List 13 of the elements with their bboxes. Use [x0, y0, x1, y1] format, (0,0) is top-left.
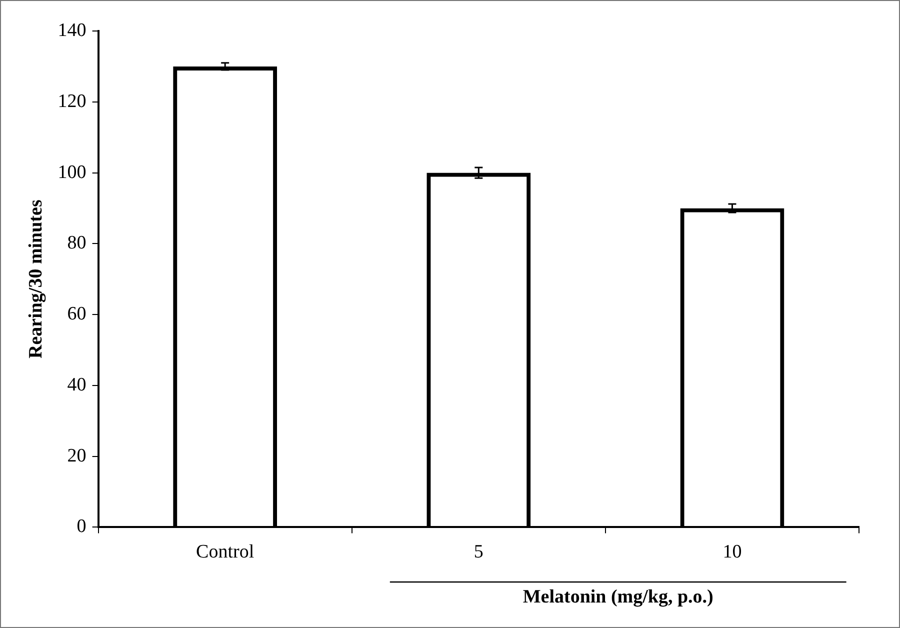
y-tick-label: 40 [67, 374, 86, 396]
x-tick-label: Control [196, 542, 254, 563]
x-tick-label: 10 [722, 542, 742, 563]
y-tick-label: 100 [58, 162, 86, 183]
y-axis-title: Rearing/30 minutes [25, 200, 46, 359]
x-axis-title: Melatonin (mg/kg, p.o.) [522, 586, 714, 608]
y-tick-label: 60 [67, 304, 86, 325]
y-tick-label: 80 [67, 232, 86, 254]
y-tick-label: 140 [58, 20, 86, 41]
y-tick-label: 120 [58, 90, 86, 112]
y-tick-label: 0 [76, 516, 86, 538]
y-tick-label: 20 [67, 445, 86, 466]
x-tick-label: 5 [474, 542, 484, 563]
